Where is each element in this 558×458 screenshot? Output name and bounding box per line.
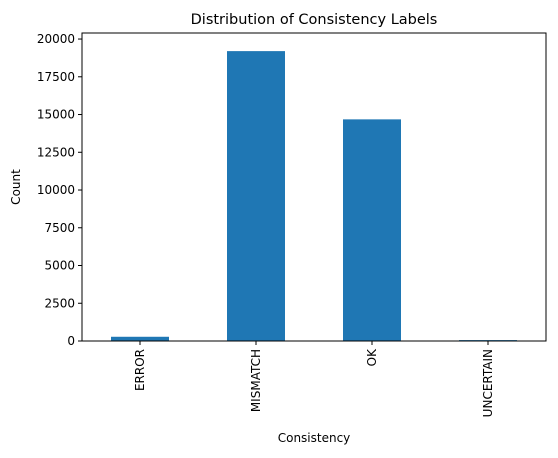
plot-frame [81, 32, 547, 342]
y-tick-label: 15000 [37, 108, 75, 122]
bar-mismatch [227, 51, 285, 341]
y-tick-label: 10000 [37, 183, 75, 197]
x-axis-label: Consistency [278, 431, 351, 445]
x-axis-ticks: ERROR MISMATCH OK UNCERTAIN [133, 341, 495, 417]
y-axis-ticks: 0 2500 5000 7500 10000 12500 15000 17500 20000 [37, 32, 82, 348]
chart-title: Distribution of Consistency Labels [191, 12, 438, 28]
x-tick-label-uncertain: UNCERTAIN [481, 349, 495, 417]
y-tick-label: 7500 [44, 221, 75, 235]
y-tick-label: 17500 [37, 70, 75, 84]
x-tick-label-error: ERROR [133, 349, 147, 391]
x-tick-label-mismatch: MISMATCH [249, 349, 263, 412]
bar-ok [343, 119, 401, 342]
bar-error [111, 336, 169, 341]
x-tick-label-ok: OK [365, 348, 379, 366]
y-tick-label: 12500 [37, 145, 75, 159]
y-tick-label: 20000 [37, 32, 75, 46]
axes-frame [81, 32, 547, 342]
bars-layer [111, 51, 517, 342]
y-tick-label: 5000 [44, 259, 75, 273]
y-axis-label: Count [9, 169, 23, 205]
y-tick-label: 2500 [44, 296, 75, 310]
y-tick-label: 0 [67, 334, 75, 348]
